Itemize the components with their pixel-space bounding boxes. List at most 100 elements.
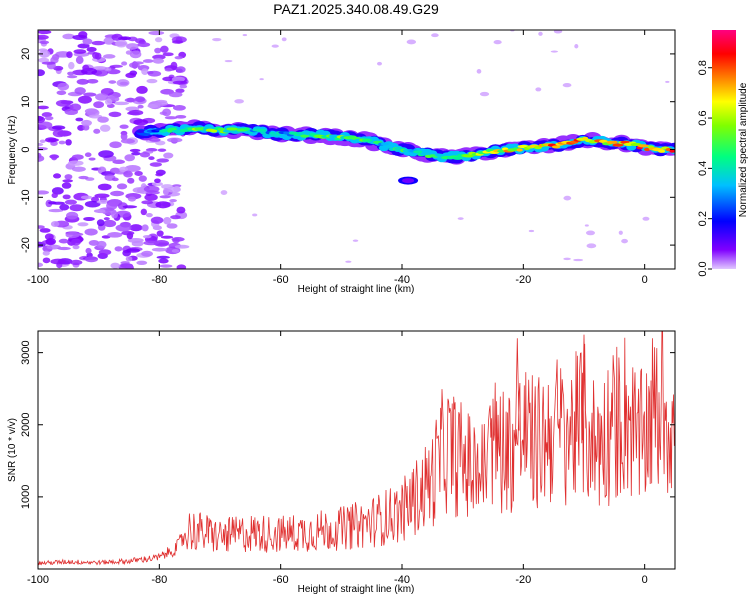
noise-blob [38,50,51,58]
colorbar-ticks: 0.0 0.2 0.4 0.6 0.8 [697,60,712,277]
noise-blob [125,256,133,262]
noise-blob [172,105,186,111]
noise-blob [65,231,80,239]
noise-blob [126,43,139,50]
noise-blob [150,216,164,224]
noise-blob [42,257,51,264]
noise-blob [99,124,111,132]
noise-blob [160,235,174,239]
ridge-core-blob [413,150,423,154]
ridge-core-blob [256,128,267,132]
noise-blob [73,49,87,54]
noise-blob [103,37,115,45]
noise-blob [62,179,74,183]
noise-blob [129,62,140,69]
colorbar-tick-label: 0.0 [697,261,709,276]
noise-blob [157,148,167,152]
y-tick-label: 10 [20,96,32,108]
noise-blob [151,181,164,187]
noise-blob [171,249,180,253]
noise-blob [62,194,71,200]
noise-blob [573,258,584,262]
ridge-core-blob [599,139,608,143]
noise-blob [103,217,110,221]
noise-blob [479,91,490,97]
noise-blob [88,114,103,119]
noise-blob [585,230,596,236]
noise-blob [81,119,92,127]
noise-blob [75,56,84,65]
snr-frame [37,330,676,570]
noise-blob [97,183,112,191]
noise-blob [129,148,141,153]
noise-blob [83,92,97,97]
noise-blob [121,61,128,66]
noise-blob [476,69,482,74]
noise-blob [156,230,164,237]
ridge-core-blob [296,131,307,135]
noise-blob [124,154,136,162]
noise-blob [139,151,151,158]
noise-blob [271,44,279,48]
noise-blob [39,228,51,233]
noise-blob [116,183,128,190]
colorbar-tick-label: 0.6 [697,110,709,125]
noise-blob [154,37,163,43]
noise-blob [642,216,650,221]
noise-blob [124,97,137,103]
noise-blob [160,45,169,53]
noise-blob [141,200,154,205]
noise-blob [84,152,92,158]
noise-blob [92,51,100,59]
x-tick-label: -60 [273,274,289,286]
noise-blob [584,224,589,227]
noise-blob [377,61,382,66]
noise-blob [86,46,97,52]
noise-blob [127,111,140,116]
noise-blob [563,195,572,201]
noise-blob [38,116,46,124]
noise-blob [173,185,181,192]
y-tick-label: 3000 [20,340,32,364]
noise-blob [406,39,417,45]
noise-blob [176,66,186,73]
noise-blob [77,95,92,104]
noise-blob [142,235,152,239]
noise-blob [141,224,149,232]
noise-blob [95,93,109,101]
spectrogram-y-label: Frequency (Hz) [7,116,18,185]
noise-blob [125,72,137,79]
noise-blob [175,114,187,119]
noise-blob [112,159,125,164]
noise-blob [104,98,113,106]
noise-blob [154,178,161,183]
ridge-core-blob [210,129,218,133]
noise-blob [136,260,148,265]
snr-x-label: Height of straight line (km) [298,584,415,595]
noise-blob [67,71,75,76]
noise-blob [65,139,72,146]
noise-blob [111,177,119,182]
noise-blob [83,216,95,221]
noise-blob [121,230,135,236]
noise-blob [159,264,173,268]
noise-blob [127,177,135,184]
noise-blob [75,117,84,122]
noise-blob [171,76,186,82]
noise-blob [125,264,135,269]
noise-blob [58,140,66,145]
noise-blob [52,129,66,138]
colorbar-tick-label: 0.2 [697,211,709,226]
ridge-core-blob [300,134,310,138]
noise-blob [145,212,153,218]
noise-blob [134,96,146,103]
spectrogram-y-ticks: -20 -10 0 10 20 [20,48,675,253]
noise-blob [38,225,45,229]
noise-blob [104,67,112,72]
noise-blob [93,128,101,134]
noise-blob [96,209,106,213]
ridge-core-blob [610,140,618,144]
ridge-core-blob [582,136,589,141]
x-tick-label: 0 [642,574,648,586]
